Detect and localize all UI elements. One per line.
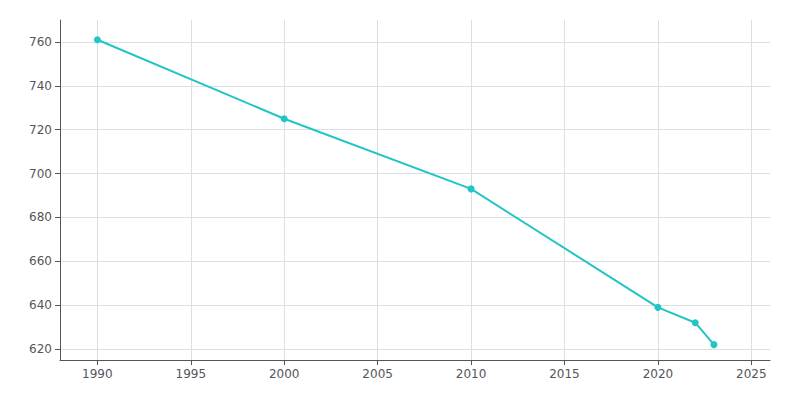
svg-text:760: 760 [29,35,52,49]
svg-text:2025: 2025 [736,367,767,381]
svg-text:2010: 2010 [456,367,487,381]
svg-text:2015: 2015 [549,367,580,381]
svg-text:640: 640 [29,298,52,312]
svg-text:740: 740 [29,79,52,93]
svg-text:620: 620 [29,342,52,356]
svg-text:660: 660 [29,254,52,268]
svg-text:1990: 1990 [82,367,113,381]
svg-text:1995: 1995 [176,367,207,381]
svg-text:2005: 2005 [362,367,393,381]
svg-text:2000: 2000 [269,367,300,381]
svg-text:680: 680 [29,210,52,224]
svg-text:700: 700 [29,167,52,181]
svg-text:720: 720 [29,123,52,137]
svg-text:2020: 2020 [643,367,674,381]
